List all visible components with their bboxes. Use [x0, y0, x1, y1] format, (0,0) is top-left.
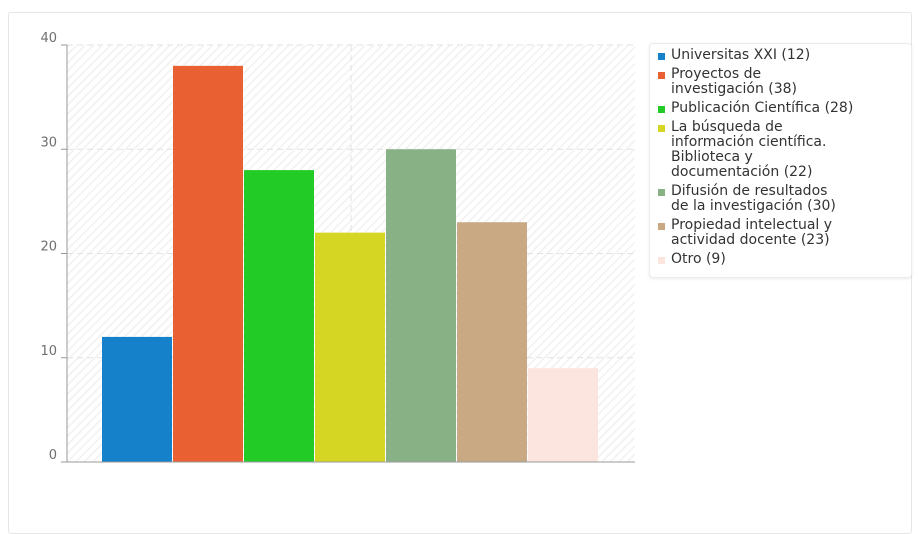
legend-item-universitas-xxi[interactable]: Universitas XXI (12) — [656, 48, 905, 63]
bar-6[interactable] — [457, 222, 527, 462]
legend-item-publicacion[interactable]: Publicación Científica (28) — [656, 101, 905, 116]
legend-label: Difusión de resultados de la investigaci… — [671, 183, 836, 214]
legend-swatch-icon — [658, 223, 665, 230]
bars — [102, 65, 598, 462]
legend-item-busqueda[interactable]: La búsqueda de información científica. B… — [656, 120, 905, 180]
legend-item-difusion[interactable]: Difusión de resultados de la investigaci… — [656, 184, 905, 214]
legend-label: Otro (9) — [671, 251, 726, 267]
legend-item-proyectos[interactable]: Proyectos de investigación (38) — [656, 67, 905, 97]
legend-label: Propiedad intelectual y actividad docent… — [671, 217, 833, 248]
legend-swatch-icon — [658, 189, 665, 196]
chart-panel: 0 10 20 30 40 Universitas XXI (12) Proyectos… — [8, 12, 912, 534]
bar-7[interactable] — [528, 368, 598, 462]
bar-1[interactable] — [102, 336, 172, 462]
bar-5[interactable] — [386, 149, 456, 462]
legend-swatch-icon — [658, 53, 665, 60]
legend-item-propiedad[interactable]: Propiedad intelectual y actividad docent… — [656, 218, 905, 248]
legend-swatch-icon — [658, 106, 665, 113]
y-tick-label: 20 — [40, 240, 57, 255]
legend-swatch-icon — [658, 72, 665, 79]
y-tick-label: 40 — [40, 31, 57, 46]
legend-label: La búsqueda de información científica. B… — [671, 119, 827, 180]
legend-swatch-icon — [658, 257, 665, 264]
y-axis: 0 10 20 30 40 — [40, 31, 635, 463]
bar-3[interactable] — [244, 170, 314, 462]
y-tick-label: 0 — [49, 448, 57, 463]
legend-label: Proyectos de investigación (38) — [671, 66, 798, 97]
legend-label: Publicación Científica (28) — [671, 100, 854, 116]
bar-chart: 0 10 20 30 40 — [40, 31, 635, 463]
legend-item-otro[interactable]: Otro (9) — [656, 252, 905, 267]
legend-label: Universitas XXI (12) — [671, 47, 811, 63]
y-tick-label: 10 — [40, 344, 57, 359]
bar-2[interactable] — [173, 65, 243, 462]
bar-4[interactable] — [315, 232, 385, 462]
y-tick-label: 30 — [40, 135, 57, 150]
legend: Universitas XXI (12) Proyectos de invest… — [649, 43, 912, 278]
legend-swatch-icon — [658, 125, 665, 132]
